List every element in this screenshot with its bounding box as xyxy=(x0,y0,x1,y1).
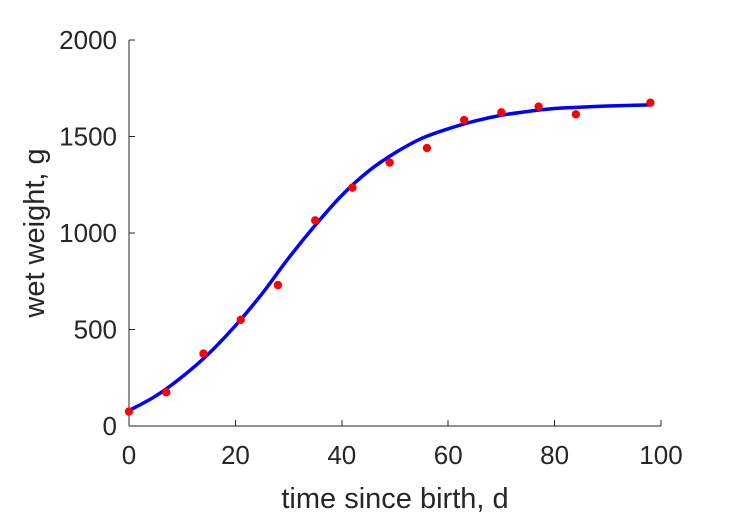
y-tick-label: 0 xyxy=(103,411,117,441)
data-point xyxy=(162,388,171,397)
x-tick-label: 100 xyxy=(639,440,682,470)
y-tick-label: 1000 xyxy=(59,218,117,248)
data-point xyxy=(236,315,245,325)
data-point xyxy=(385,158,394,167)
x-tick-label: 0 xyxy=(122,440,136,470)
x-tick-label: 40 xyxy=(327,440,356,470)
y-tick-label: 1500 xyxy=(59,122,117,152)
x-tick-label: 60 xyxy=(434,440,463,470)
data-point xyxy=(497,108,506,117)
y-tick-label: 2000 xyxy=(59,25,117,55)
x-tick-label: 20 xyxy=(221,440,250,470)
data-point xyxy=(273,280,283,290)
y-tick-label: 500 xyxy=(74,315,117,345)
data-point xyxy=(348,183,357,192)
y-axis-title: wet weight, g xyxy=(19,148,51,318)
x-tick-label: 80 xyxy=(540,440,569,470)
data-point xyxy=(459,115,469,125)
plot-area: 0 20 40 60 80 100 0 500 1000 1500 2000 xyxy=(59,25,683,470)
data-points-group xyxy=(124,98,655,416)
data-point xyxy=(311,216,320,225)
data-point xyxy=(646,98,655,107)
fit-curve-group xyxy=(127,103,653,413)
x-axis-ticks: 0 20 40 60 80 100 xyxy=(122,420,683,470)
data-point xyxy=(199,349,208,358)
data-point xyxy=(124,407,134,416)
y-axis-ticks: 0 500 1000 1500 2000 xyxy=(59,25,135,441)
data-point xyxy=(571,110,581,119)
data-point xyxy=(534,102,543,111)
data-point xyxy=(422,143,432,153)
x-axis-title: time since birth, d xyxy=(281,483,508,515)
fit-curve xyxy=(127,103,653,413)
